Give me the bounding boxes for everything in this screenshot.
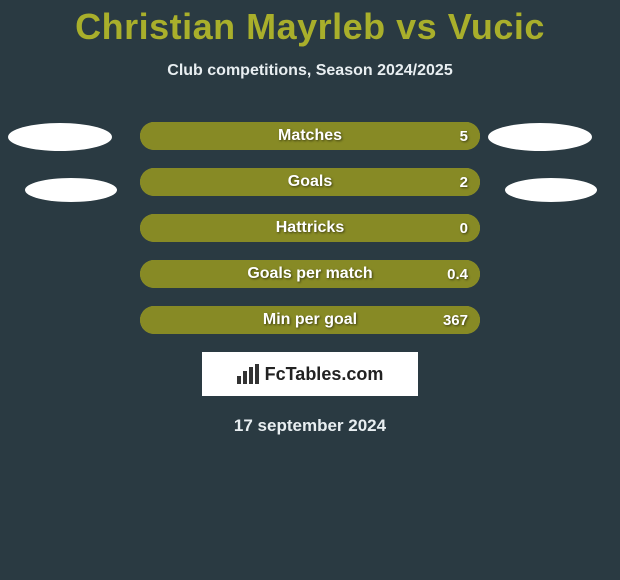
stat-label: Min per goal (140, 306, 480, 334)
footer-date: 17 september 2024 (0, 416, 620, 436)
decorative-ellipse (25, 178, 117, 202)
stat-value: 0.4 (447, 260, 468, 288)
page-subtitle: Club competitions, Season 2024/2025 (0, 62, 620, 80)
decorative-ellipse (488, 123, 592, 151)
stat-row: Goals2 (140, 168, 480, 196)
stat-value: 0 (460, 214, 468, 242)
page-title: Christian Mayrleb vs Vucic (0, 0, 620, 48)
stat-label: Matches (140, 122, 480, 150)
stat-value: 367 (443, 306, 468, 334)
stat-label: Hattricks (140, 214, 480, 242)
stat-label: Goals per match (140, 260, 480, 288)
fctables-logo: FcTables.com (237, 364, 384, 385)
stat-value: 5 (460, 122, 468, 150)
stat-row: Min per goal367 (140, 306, 480, 334)
logo-text: FcTables.com (265, 364, 384, 385)
comparison-area: Matches5Goals2Hattricks0Goals per match0… (0, 122, 620, 436)
stat-row: Hattricks0 (140, 214, 480, 242)
stat-bars: Matches5Goals2Hattricks0Goals per match0… (0, 122, 620, 334)
stat-value: 2 (460, 168, 468, 196)
logo-box: FcTables.com (202, 352, 418, 396)
decorative-ellipse (505, 178, 597, 202)
stat-label: Goals (140, 168, 480, 196)
decorative-ellipse (8, 123, 112, 151)
stat-row: Goals per match0.4 (140, 260, 480, 288)
stat-row: Matches5 (140, 122, 480, 150)
bar-chart-icon (237, 364, 259, 384)
